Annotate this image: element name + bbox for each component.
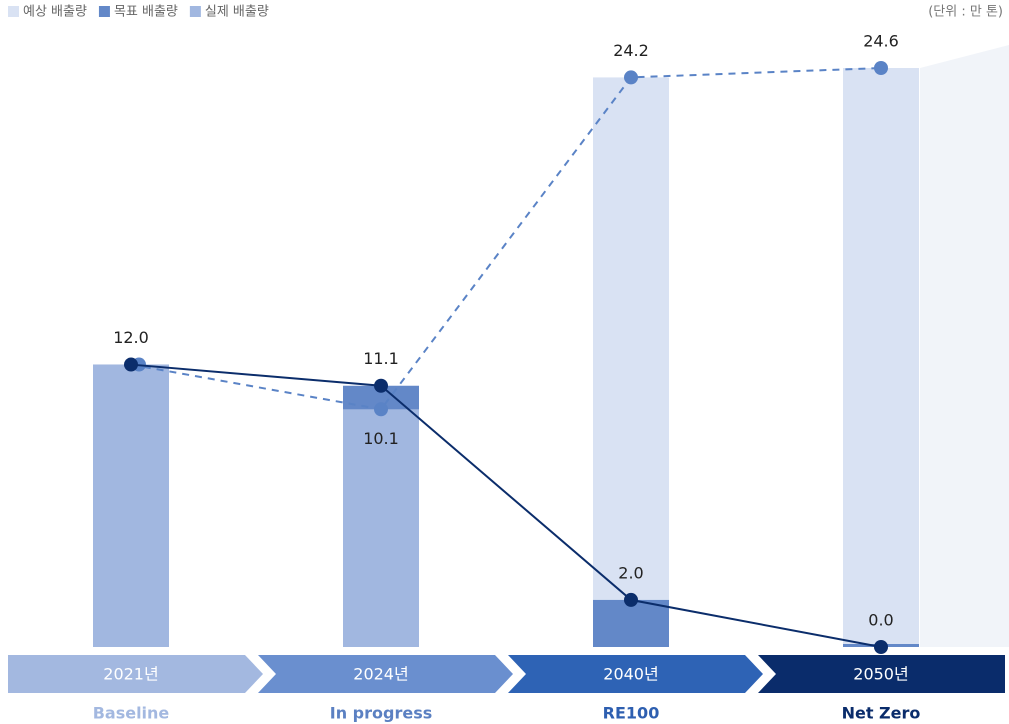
bar — [593, 77, 669, 648]
stage-label: RE100 — [603, 704, 660, 723]
stage-label: In progress — [330, 704, 433, 723]
x-tick-label: 2040년 — [603, 665, 658, 684]
dashed-dot — [874, 61, 888, 75]
legend-label: 예상 배출량 — [23, 5, 87, 20]
bar — [343, 409, 419, 647]
stage-label: Baseline — [93, 704, 170, 723]
value-label: 10.1 — [363, 429, 399, 448]
unit-label: (단위 : 만 톤) — [928, 5, 1003, 20]
bar — [93, 364, 169, 647]
legend-label: 실제 배출량 — [205, 5, 269, 20]
value-label: 12.0 — [113, 328, 149, 347]
x-tick-label: 2024년 — [353, 665, 408, 684]
value-label: 24.2 — [613, 41, 649, 60]
stage-band — [758, 655, 1005, 693]
stage-label: Net Zero — [842, 704, 921, 723]
target-dot — [624, 592, 638, 607]
legend-label: 목표 배출량 — [114, 5, 178, 20]
x-tick-label: 2050년 — [853, 665, 908, 684]
target-dot — [374, 378, 388, 393]
x-tick-label: 2021년 — [103, 665, 158, 684]
target-dot — [124, 357, 138, 372]
dashed-dot — [374, 402, 388, 417]
target-line — [130, 363, 882, 648]
stage-band — [8, 655, 263, 693]
value-label: 2.0 — [618, 563, 643, 582]
value-label: 11.1 — [363, 349, 399, 368]
value-label: 0.0 — [868, 611, 893, 630]
stage-band — [508, 655, 763, 693]
stage-band — [258, 655, 513, 693]
target-dot — [874, 640, 888, 654]
bar — [593, 599, 669, 647]
bar — [843, 68, 919, 647]
shadow — [920, 45, 1009, 647]
dashed-line — [130, 67, 882, 411]
legend-swatch — [98, 6, 110, 17]
legend-swatch — [8, 6, 19, 17]
legend-swatch — [189, 6, 201, 17]
dashed-dot — [624, 70, 638, 85]
value-label: 24.6 — [863, 32, 899, 51]
